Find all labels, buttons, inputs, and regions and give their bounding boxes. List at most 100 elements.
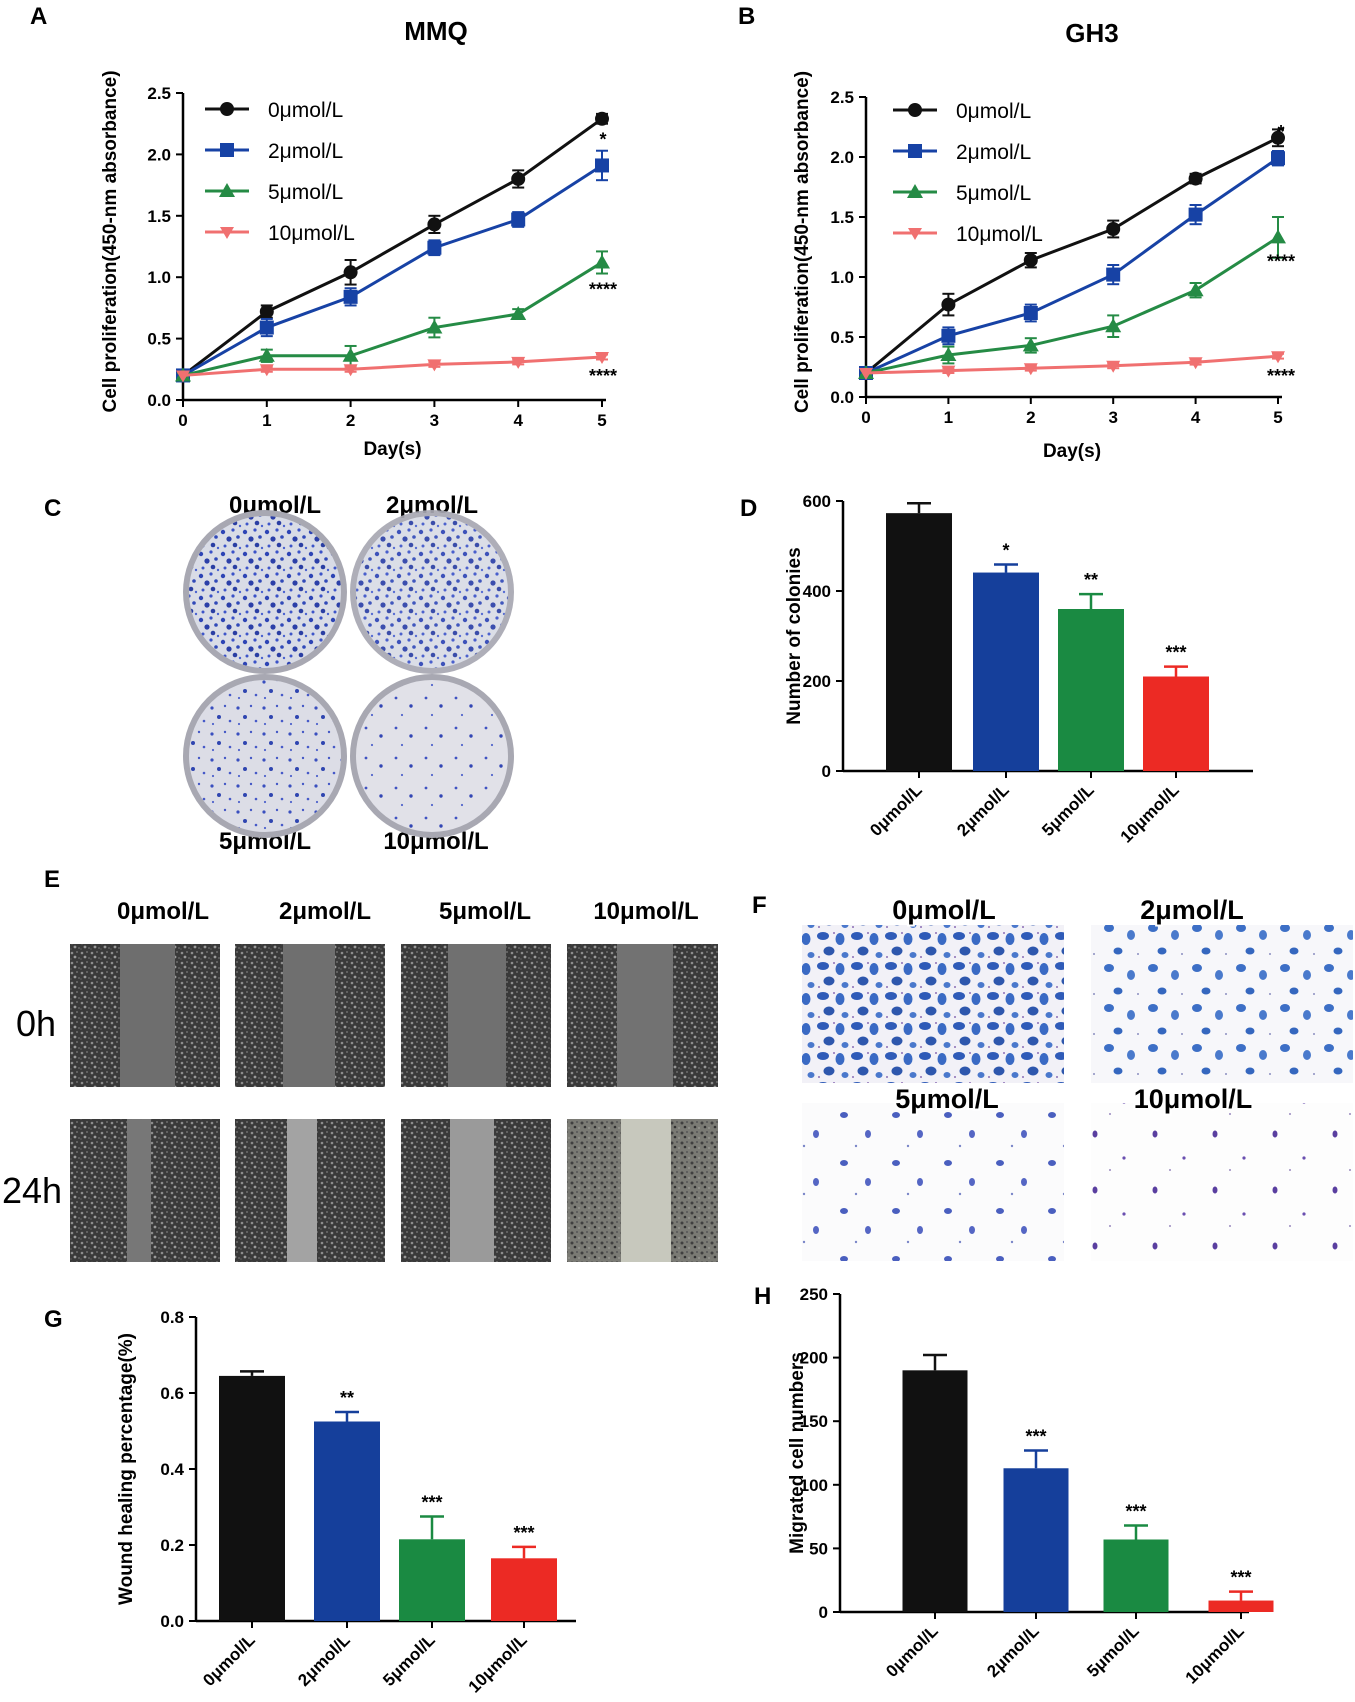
chart-g-wound-healing: 0.0 0.2 0.4 0.6 0.8 Wound healing percentage(… [116, 1308, 576, 1697]
y-axis-label: Cell proliferation(450-nm absorbance) [100, 70, 121, 412]
chart-title: GH3 [1065, 18, 1118, 48]
bar-group-3: *** 10μmol/L [1117, 643, 1209, 847]
bar [886, 513, 952, 771]
data-point [1106, 222, 1121, 236]
data-point [259, 304, 274, 319]
panel-label-c: C [44, 495, 61, 522]
wound-image-0h-2 [235, 944, 385, 1087]
bar-group-2: ** 5μmol/L [1038, 570, 1124, 840]
bar-group-1: * 2μmol/L [953, 540, 1039, 840]
series-line [865, 354, 1279, 375]
bar-group-0: 0μmol/L [199, 1370, 285, 1690]
significance-label: * [1002, 540, 1009, 560]
series-2: **** [175, 250, 617, 382]
data-point [1188, 357, 1203, 370]
data-point [427, 240, 442, 255]
x-tick-label: 2 [346, 411, 355, 430]
y-tick-label: 0 [819, 1603, 828, 1622]
data-point [1271, 130, 1285, 145]
bar [1208, 1600, 1274, 1612]
data-point [859, 368, 873, 380]
chart-b-gh3-proliferation: GH3 0.0 0.5 1.0 1.5 2.0 2.5 0 1 2 3 4 5 Day(s) Cell pr… [792, 18, 1295, 462]
series-0 [859, 128, 1285, 380]
series-1: * [859, 122, 1285, 380]
x-tick-label: 0 [861, 408, 870, 427]
x-tick-label: 4 [513, 411, 523, 430]
category-label: 5μmol/L [1083, 1621, 1143, 1681]
y-tick-label: 0.0 [830, 388, 854, 407]
y-tick-label: 1.5 [147, 207, 171, 226]
data-point [259, 364, 274, 377]
bar-group-2: *** 5μmol/L [1083, 1502, 1169, 1681]
data-point [595, 111, 609, 126]
bar-group-0: 0μmol/L [866, 502, 952, 840]
significance-label: *** [513, 1523, 534, 1543]
legend-label: 10μmol/L [956, 223, 1043, 246]
data-point [941, 365, 956, 378]
wound-image-0h-0 [70, 944, 220, 1087]
y-tick-label: 0 [822, 762, 831, 781]
legend-marker [219, 183, 235, 197]
category-label: 0μmol/L [882, 1621, 942, 1681]
x-tick-label: 0 [178, 411, 187, 430]
y-tick-label: 2.5 [147, 84, 171, 103]
legend-marker [220, 102, 234, 116]
data-point [258, 347, 275, 362]
bar [973, 572, 1039, 771]
legend-marker [220, 227, 234, 239]
legend-label: 2μmol/L [956, 141, 1031, 164]
y-axis-label: Number of colonies [784, 547, 805, 724]
y-tick-label: 0.2 [160, 1536, 184, 1555]
bar-group-2: *** 5μmol/L [379, 1493, 465, 1690]
y-tick-label: 200 [800, 1349, 828, 1368]
data-point [511, 356, 526, 369]
data-point [342, 347, 359, 362]
legend-marker [220, 143, 234, 157]
y-tick-label: 1.0 [147, 268, 171, 287]
y-tick-label: 50 [809, 1539, 828, 1558]
bar [399, 1539, 465, 1621]
series-line [182, 261, 603, 377]
significance-label: **** [1267, 251, 1295, 271]
panel-f-transwell-images: 0μmol/L 2μmol/L 5μmol/L 10μmol/L [802, 893, 1353, 1261]
series-3: **** [859, 351, 1295, 386]
y-tick-label: 150 [800, 1412, 828, 1431]
transwell-label-10: 10μmol/L [1134, 1084, 1253, 1114]
data-point [511, 212, 526, 227]
bar [1058, 609, 1124, 771]
transwell-label-2: 2μmol/L [1140, 895, 1244, 925]
x-tick-label: 5 [1273, 408, 1282, 427]
legend-label: 10μmol/L [268, 222, 355, 245]
series-3: **** [176, 352, 617, 386]
category-label: 10μmol/L [1117, 780, 1183, 846]
series-0 [176, 111, 609, 383]
bar [219, 1375, 285, 1621]
data-point [595, 158, 609, 173]
chart-a-mmq-proliferation: MMQ 0.0 0.5 1.0 1.5 2.0 2.5 0 1 2 3 4 5 Day(s) Cell pr… [100, 16, 617, 460]
data-point [427, 217, 442, 232]
bar-group-1: *** 2μmol/L [983, 1426, 1069, 1681]
bar [491, 1558, 557, 1621]
x-tick-label: 2 [1026, 408, 1035, 427]
significance-label: *** [1125, 1502, 1146, 1522]
bar [902, 1370, 968, 1612]
panel-c-colony-dishes: 0μmol/L 2μmol/L 5μmol/L 10μmol/L [183, 492, 514, 855]
colony-dish-10 [350, 674, 514, 838]
bar-group-1: ** 2μmol/L [294, 1388, 380, 1690]
legend-label: 5μmol/L [268, 181, 343, 204]
panel-label-f: F [752, 892, 767, 919]
panel-label-h: H [754, 1283, 771, 1310]
category-label: 5μmol/L [379, 1630, 439, 1690]
transwell-label-5: 5μmol/L [895, 1084, 999, 1114]
panel-e-wound-images: 0μmol/L 2μmol/L 5μmol/L 10μmol/L 0h 24h [2, 898, 718, 1262]
data-point [1022, 337, 1039, 352]
colony-dish-0 [183, 510, 347, 674]
data-point [427, 359, 442, 372]
y-tick-label: 0.6 [160, 1384, 184, 1403]
bar [314, 1421, 380, 1621]
significance-label: ** [340, 1388, 354, 1408]
significance-label: *** [421, 1493, 442, 1513]
y-tick-label: 0.0 [147, 391, 171, 410]
transwell-label-0: 0μmol/L [892, 895, 996, 925]
y-axis-label: Migrated cell numbers [787, 1352, 808, 1554]
